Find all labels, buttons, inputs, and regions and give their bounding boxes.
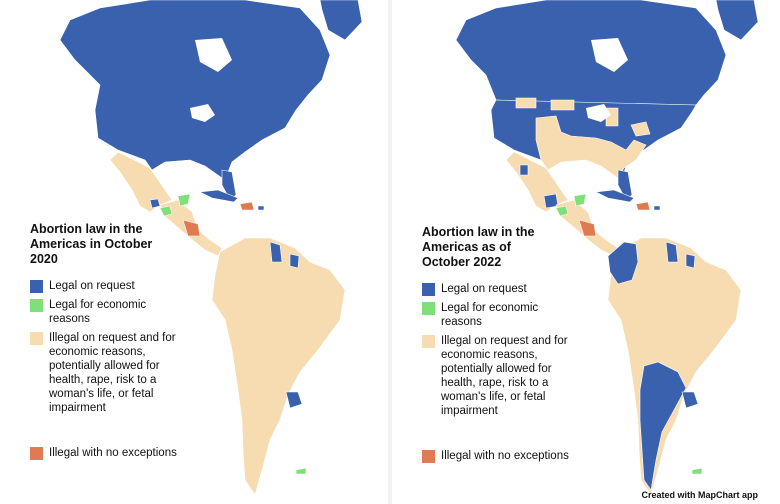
legend-item-economic: Legal for economic reasons bbox=[30, 298, 230, 326]
legend-item-legal: Legal on request bbox=[30, 279, 230, 293]
region-mexico-legal-north bbox=[519, 164, 529, 176]
swatch-illegal-partial bbox=[30, 332, 43, 345]
legend-label: Illegal with no exceptions bbox=[441, 450, 569, 462]
swatch-economic bbox=[422, 302, 435, 315]
region-north-america bbox=[59, 0, 331, 179]
region-uruguay bbox=[681, 391, 699, 409]
legend-item-illegal-partial: Illegal on request and for economic reas… bbox=[30, 331, 230, 415]
region-puerto-rico bbox=[653, 205, 661, 211]
region-guatemala-green bbox=[159, 205, 173, 217]
legend-label: Illegal on request and for economic reas… bbox=[49, 332, 176, 414]
legend-item-illegal-partial: Illegal on request and for economic reas… bbox=[422, 334, 622, 418]
region-canada bbox=[455, 0, 727, 106]
region-uruguay bbox=[285, 391, 303, 409]
region-french-guiana bbox=[685, 253, 696, 269]
legend-item-illegal-none: Illegal with no exceptions bbox=[30, 446, 230, 460]
region-us-banned-dakota bbox=[550, 99, 575, 111]
region-french-guiana bbox=[289, 253, 300, 269]
region-greenland bbox=[715, 0, 759, 41]
region-guatemala-green bbox=[555, 205, 569, 217]
legend-2022: Abortion law in the Americas as of Octob… bbox=[422, 225, 622, 468]
credit-text: Created with MapChart app bbox=[641, 490, 758, 500]
region-us-banned-north bbox=[515, 97, 537, 109]
legend-title: Abortion law in the Americas in October … bbox=[30, 222, 153, 266]
legend-label: Illegal with no exceptions bbox=[49, 447, 177, 459]
region-mexico-city bbox=[149, 198, 161, 209]
legend-2020: Abortion law in the Americas in October … bbox=[30, 222, 230, 465]
panel-divider bbox=[388, 0, 392, 504]
legend-item-economic: Legal for economic reasons bbox=[422, 301, 622, 329]
legend-label: Legal on request bbox=[441, 283, 527, 295]
region-guyana bbox=[665, 241, 679, 263]
legend-label: Illegal on request and for economic reas… bbox=[441, 335, 568, 417]
region-guyana bbox=[269, 241, 283, 263]
swatch-economic bbox=[30, 299, 43, 312]
americas-map-2020 bbox=[59, 0, 363, 496]
region-argentina bbox=[639, 361, 687, 491]
swatch-illegal-none bbox=[30, 447, 43, 460]
region-hudson-bay bbox=[591, 38, 628, 72]
region-hudson-bay bbox=[195, 38, 232, 72]
legend-title: Abortion law in the Americas as of Octob… bbox=[422, 225, 535, 269]
region-south-america bbox=[211, 237, 346, 496]
legend-item-legal: Legal on request bbox=[422, 282, 622, 296]
legend-item-illegal-none: Illegal with no exceptions bbox=[422, 449, 622, 463]
region-us-banned-states bbox=[535, 115, 647, 179]
region-nicaragua bbox=[578, 219, 597, 237]
region-us-banned-wv bbox=[630, 121, 651, 137]
map-panel-2022: Abortion law in the Americas as of Octob… bbox=[396, 0, 776, 504]
swatch-illegal-none bbox=[422, 450, 435, 463]
map-panel-2020: Abortion law in the Americas in October … bbox=[0, 0, 380, 504]
region-yucatan-green bbox=[573, 193, 587, 207]
region-hispaniola bbox=[635, 201, 651, 211]
region-colombia bbox=[607, 241, 639, 285]
swatch-legal bbox=[30, 280, 43, 293]
swatch-legal bbox=[422, 283, 435, 296]
region-falklands bbox=[295, 467, 307, 475]
region-hispaniola bbox=[239, 201, 255, 211]
legend-label: Legal for economic reasons bbox=[49, 299, 147, 325]
legend-label: Legal for economic reasons bbox=[441, 302, 539, 328]
region-mexico bbox=[109, 151, 173, 213]
region-yucatan-green bbox=[177, 193, 191, 207]
region-cuba bbox=[594, 189, 635, 203]
region-puerto-rico bbox=[257, 205, 265, 211]
americas-map-2022 bbox=[455, 0, 759, 496]
region-nicaragua bbox=[182, 219, 201, 237]
region-lakes bbox=[586, 104, 611, 122]
region-cuba bbox=[198, 189, 239, 203]
legend-label: Legal on request bbox=[49, 280, 135, 292]
swatch-illegal-partial bbox=[422, 335, 435, 348]
region-falklands bbox=[691, 467, 703, 475]
region-greenland bbox=[319, 0, 363, 41]
region-lakes bbox=[190, 104, 215, 122]
